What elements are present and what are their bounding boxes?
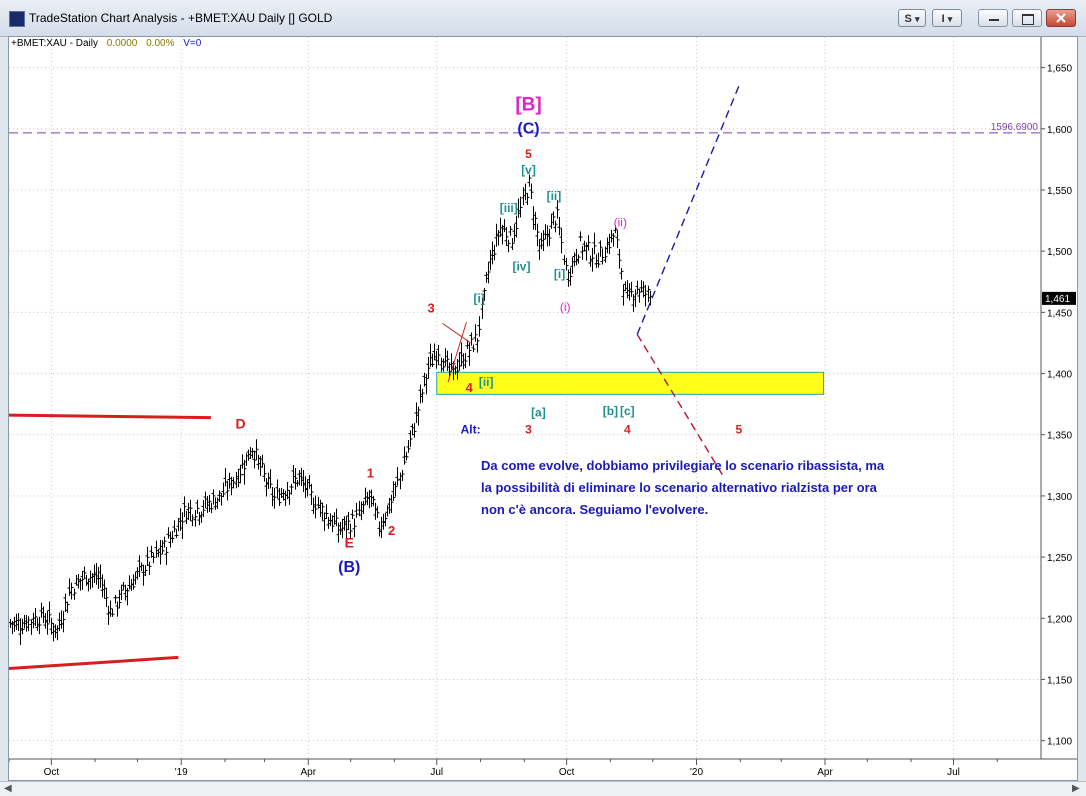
minimize-icon (989, 19, 999, 21)
time-tick-label: Jul (947, 767, 960, 778)
price-axis-background (1041, 37, 1077, 780)
wave-label: [iv] (512, 260, 530, 274)
wave-label: Alt: (461, 422, 481, 436)
scroll-left-icon[interactable]: ◀ (4, 783, 12, 794)
info-volume: V=0 (183, 38, 202, 49)
grid (9, 37, 1041, 759)
time-tick-label: Apr (301, 767, 317, 778)
i-button[interactable]: I ▾ (932, 9, 962, 27)
price-tick-label: 1,600 (1047, 125, 1072, 136)
wave-label: [c] (620, 404, 635, 418)
wave-label: 1 (367, 466, 374, 481)
info-symbol: +BMET:XAU - Daily (11, 38, 98, 49)
wave-label: [iii] (500, 201, 518, 215)
wave-labels: D E (B) 1 2 3 4 [ii] [i] [iii] [iv] [v] 5 (C) [B] [i] [i… (235, 94, 742, 575)
price-axis: 1,650 1,600 1,550 1,500 1,450 1,400 1,350 1,300… (1041, 64, 1072, 748)
trendlines (9, 85, 740, 670)
maximize-icon (1022, 14, 1034, 25)
wave-label: (ii) (614, 216, 627, 230)
price-tick-label: 1,100 (1047, 737, 1072, 748)
time-tick-label: Oct (44, 767, 60, 778)
s-button-label: S (904, 13, 912, 25)
window-title: TradeStation Chart Analysis - +BMET:XAU … (29, 11, 333, 25)
hline-layer: 1596.6900 (9, 122, 1041, 134)
close-icon (1056, 13, 1066, 23)
time-tick-label: Oct (559, 767, 575, 778)
title-bar: TradeStation Chart Analysis - +BMET:XAU … (0, 0, 1086, 37)
time-tick-label: Apr (817, 767, 833, 778)
app-icon (9, 11, 25, 27)
price-tick-label: 1,650 (1047, 64, 1072, 75)
wave-label: E (345, 534, 354, 550)
wave-label: [B] (515, 94, 541, 115)
yellow-zone (436, 371, 825, 395)
price-tick-label: 1,450 (1047, 308, 1072, 319)
last-price-marker: 1,461 (1042, 291, 1076, 305)
comment-line-3: non c'è ancora. Seguiamo l'evolvere. (481, 502, 708, 517)
price-tick-label: 1,550 (1047, 186, 1072, 197)
hline-label: 1596.6900 (991, 122, 1039, 133)
wave-label: 3 (428, 300, 435, 315)
comment-line-2: la possibilità di eliminare lo scenario … (481, 480, 878, 495)
chart-area[interactable]: 1596.6900 D E (B) 1 2 3 4 [ii] [i] [iii] [iv] [v] 5 (… (8, 36, 1078, 781)
time-tick-label: '20 (690, 767, 703, 778)
trendline (9, 413, 211, 420)
price-tick-label: 1,400 (1047, 370, 1072, 381)
wave-label: (B) (338, 559, 360, 576)
s-dropdown-icon: ▾ (914, 14, 920, 24)
close-button[interactable] (1046, 9, 1076, 27)
i-dropdown-icon: ▾ (947, 14, 953, 24)
wave-label: (i) (560, 300, 571, 314)
last-price-box (1042, 291, 1076, 305)
wave-label: [ii] (547, 189, 562, 203)
price-tick-label: 1,150 (1047, 675, 1072, 686)
wave-label: [ii] (479, 375, 494, 389)
wave-label: [v] (521, 163, 536, 177)
time-axis: Oct '19 Apr Jul Oct '20 Apr Jul (9, 759, 998, 778)
time-tick-label: Jul (430, 767, 443, 778)
comment-line-1: Da come evolve, dobbiamo privilegiare lo… (481, 458, 885, 473)
info-last: 0.0000 (107, 38, 138, 49)
price-tick-label: 1,200 (1047, 614, 1072, 625)
wave-label: [i] (554, 267, 565, 281)
price-tick-label: 1,500 (1047, 247, 1072, 258)
wave-label: [i] (473, 292, 484, 306)
wave-label: 5 (525, 147, 532, 161)
maximize-button[interactable] (1012, 9, 1042, 27)
trendline (636, 85, 740, 335)
wave-label: 4 (624, 422, 631, 436)
analysis-comment: Da come evolve, dobbiamo privilegiare lo… (481, 458, 888, 517)
wave-label: D (235, 416, 245, 432)
s-button[interactable]: S ▾ (898, 9, 926, 27)
wave-label: (C) (517, 121, 539, 138)
trendline (636, 334, 724, 477)
wave-label: 5 (736, 422, 743, 436)
price-tick-label: 1,350 (1047, 431, 1072, 442)
minimize-button[interactable] (978, 9, 1008, 27)
horizontal-scrollbar[interactable]: ◀ ▶ (0, 781, 1086, 796)
time-tick-label: '19 (175, 767, 188, 778)
i-button-label: I (941, 13, 945, 25)
scroll-right-icon[interactable]: ▶ (1072, 783, 1080, 794)
last-price-label: 1,461 (1045, 294, 1070, 305)
wave-label: 4 (466, 380, 474, 395)
wave-label: [b] (603, 404, 618, 418)
yellow-zone-layer (436, 371, 825, 395)
price-chart[interactable]: 1596.6900 D E (B) 1 2 3 4 [ii] [i] [iii] [iv] [v] 5 (… (9, 37, 1077, 780)
trendline (447, 321, 467, 383)
info-bar: +BMET:XAU - Daily 0.0000 0.00% V=0 (11, 38, 202, 49)
wave-label: 2 (388, 523, 395, 538)
info-change: 0.00% (146, 38, 174, 49)
price-tick-label: 1,250 (1047, 553, 1072, 564)
price-bars (9, 174, 653, 645)
trendline (442, 322, 471, 344)
price-tick-label: 1,300 (1047, 492, 1072, 503)
wave-label: [a] (531, 405, 546, 419)
wave-label: 3 (525, 422, 532, 436)
trendline (9, 655, 179, 670)
